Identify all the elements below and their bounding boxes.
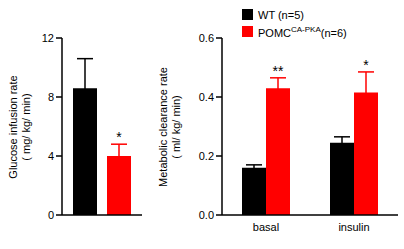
svg-text:8: 8 (48, 91, 54, 103)
svg-text:12: 12 (42, 32, 54, 44)
svg-text:4: 4 (48, 150, 54, 162)
html-text:POMCCA-PKA(n=6): POMCCA-PKA(n=6) (258, 24, 347, 39)
html-text:( mg/ kg/ min): ( mg/ kg/ min) (20, 92, 32, 161)
svg-text:insulin: insulin (338, 221, 369, 233)
html-text:WT (n=5): WT (n=5) (258, 8, 304, 21)
svg-text:basal: basal (253, 221, 279, 233)
html-text:Glucose infusion rate: Glucose infusion rate (7, 74, 19, 179)
svg-text:**: ** (273, 63, 284, 79)
svg-text:0: 0 (48, 209, 54, 221)
svg-text:0.4: 0.4 (199, 91, 214, 103)
html-text:( ml/ kg/ min): ( ml/ kg/ min) (170, 94, 182, 159)
svg-text:0.6: 0.6 (199, 32, 214, 44)
svg-text:*: * (363, 57, 369, 73)
svg-text:0.0: 0.0 (199, 209, 214, 221)
html-text:Metabolic clearance rate: Metabolic clearance rate (157, 66, 169, 187)
svg-text:0.2: 0.2 (199, 150, 214, 162)
svg-text:*: * (116, 129, 122, 145)
